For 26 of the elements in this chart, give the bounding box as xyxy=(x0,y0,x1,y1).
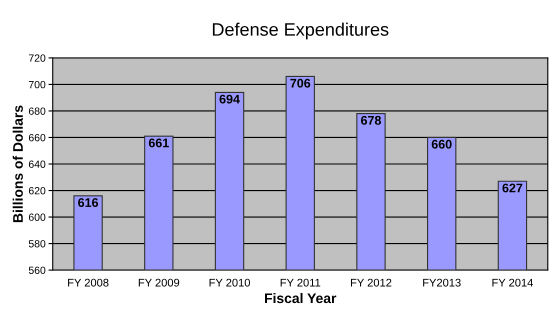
x-axis-title: Fiscal Year xyxy=(265,292,336,304)
data-label: 661 xyxy=(148,138,169,148)
data-label: 678 xyxy=(361,116,382,125)
y-tick-label: 600 xyxy=(28,214,46,221)
y-tick-label: 720 xyxy=(28,54,46,62)
data-label: 616 xyxy=(78,198,98,208)
x-tick-label: FY 2008 xyxy=(68,278,109,287)
x-tick-label: FY 2014 xyxy=(492,278,534,287)
y-tick-label: 580 xyxy=(28,240,46,248)
x-tick-label: FY 2012 xyxy=(350,278,392,287)
y-tick-label: 680 xyxy=(28,107,46,115)
y-tick-label: 660 xyxy=(28,134,46,142)
x-tick-label: FY 2009 xyxy=(138,278,180,287)
y-axis-title: Billions of Dollars xyxy=(12,106,23,222)
chart-title: Defense Expenditures xyxy=(212,22,388,40)
data-label: 706 xyxy=(290,78,310,88)
x-tick-label: FY2013 xyxy=(423,278,461,287)
y-tick-label: 560 xyxy=(28,266,46,274)
x-tick-label: FY 2010 xyxy=(210,278,250,287)
x-tick-label: FY 2011 xyxy=(280,278,320,287)
data-label: 660 xyxy=(432,140,452,149)
y-tick-label: 700 xyxy=(28,80,46,88)
y-tick-label: 640 xyxy=(28,160,46,168)
y-tick-label: 620 xyxy=(28,187,46,194)
data-label: 627 xyxy=(502,184,522,192)
data-label: 694 xyxy=(220,94,240,104)
